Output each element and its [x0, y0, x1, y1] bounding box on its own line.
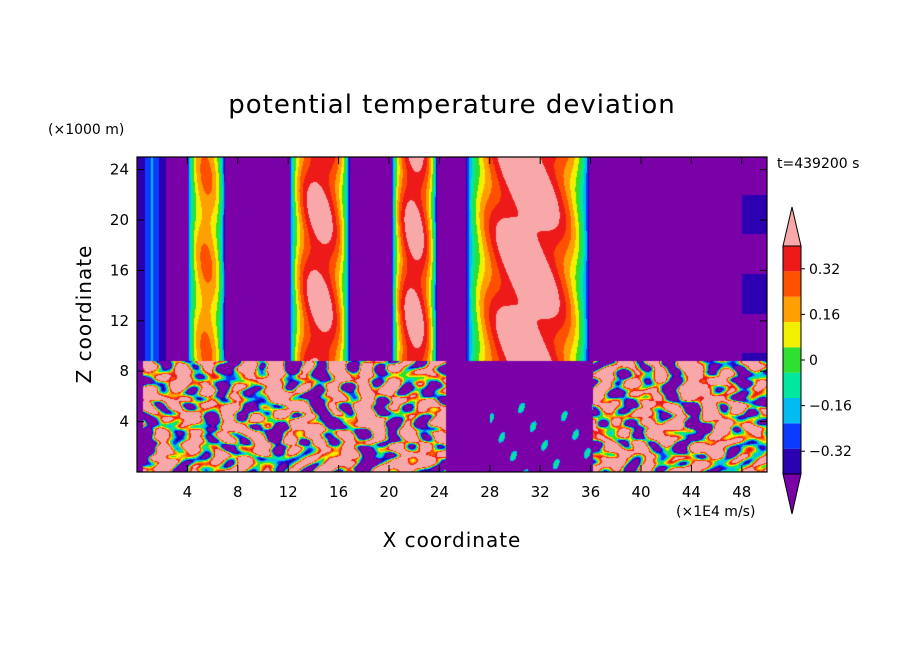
colorbar-extend-bottom — [782, 473, 802, 515]
y-tick-label: 12 — [110, 312, 129, 330]
colorbar-band — [783, 246, 801, 272]
x-tick-label: 40 — [631, 483, 650, 501]
y-tick-label: 16 — [110, 261, 129, 279]
x-tick-label: 32 — [531, 483, 550, 501]
y-unit-label: (×1000 m) — [48, 122, 124, 138]
y-axis: 4 8 12 16 20 24 — [110, 161, 767, 431]
colorbar-band — [783, 296, 801, 322]
colorbar-tick-label: −0.16 — [809, 399, 852, 415]
y-tick-label: 4 — [119, 413, 129, 431]
x-unit-label: (×1E4 m/s) — [676, 504, 755, 520]
x-tick-label: 16 — [329, 483, 348, 501]
x-tick-label: 4 — [183, 483, 193, 501]
x-tick-label: 48 — [732, 483, 751, 501]
colorbar-band — [783, 271, 801, 297]
x-tick-label: 8 — [233, 483, 243, 501]
colorbar-band — [783, 423, 801, 449]
colorbar-band — [783, 372, 801, 398]
y-axis-label: Z coordinate — [72, 245, 96, 384]
plot-area — [136, 156, 768, 473]
x-tick-label: 20 — [379, 483, 398, 501]
colorbar-band — [783, 322, 801, 348]
x-tick-label: 28 — [480, 483, 499, 501]
x-axis: 4 8 12 16 20 24 28 32 36 40 44 48 — [183, 157, 751, 501]
time-label: t=439200 s — [777, 156, 859, 172]
colorbar-tick-label: 0.32 — [809, 262, 840, 278]
y-tick-label: 8 — [119, 362, 129, 380]
chart-title: potential temperature deviation — [228, 90, 675, 120]
contour-field — [137, 157, 767, 472]
x-axis-label: X coordinate — [383, 528, 522, 552]
colorbar-band — [783, 448, 801, 474]
colorbar: 0.32 0.16 0 −0.16 −0.32 — [782, 206, 852, 515]
colorbar-extend-top — [782, 206, 802, 247]
x-tick-label: 36 — [581, 483, 600, 501]
y-tick-label: 20 — [110, 211, 129, 229]
y-tick-label: 24 — [110, 161, 129, 179]
colorbar-tick-label: −0.32 — [809, 444, 852, 460]
colorbar-band — [783, 398, 801, 424]
colorbar-tick-label: 0 — [809, 353, 818, 369]
plot-frame — [136, 156, 768, 473]
colorbar-tick-label: 0.16 — [809, 307, 840, 323]
x-tick-label: 12 — [279, 483, 298, 501]
colorbar-band — [783, 347, 801, 373]
x-tick-label: 44 — [682, 483, 701, 501]
x-tick-label: 24 — [430, 483, 449, 501]
